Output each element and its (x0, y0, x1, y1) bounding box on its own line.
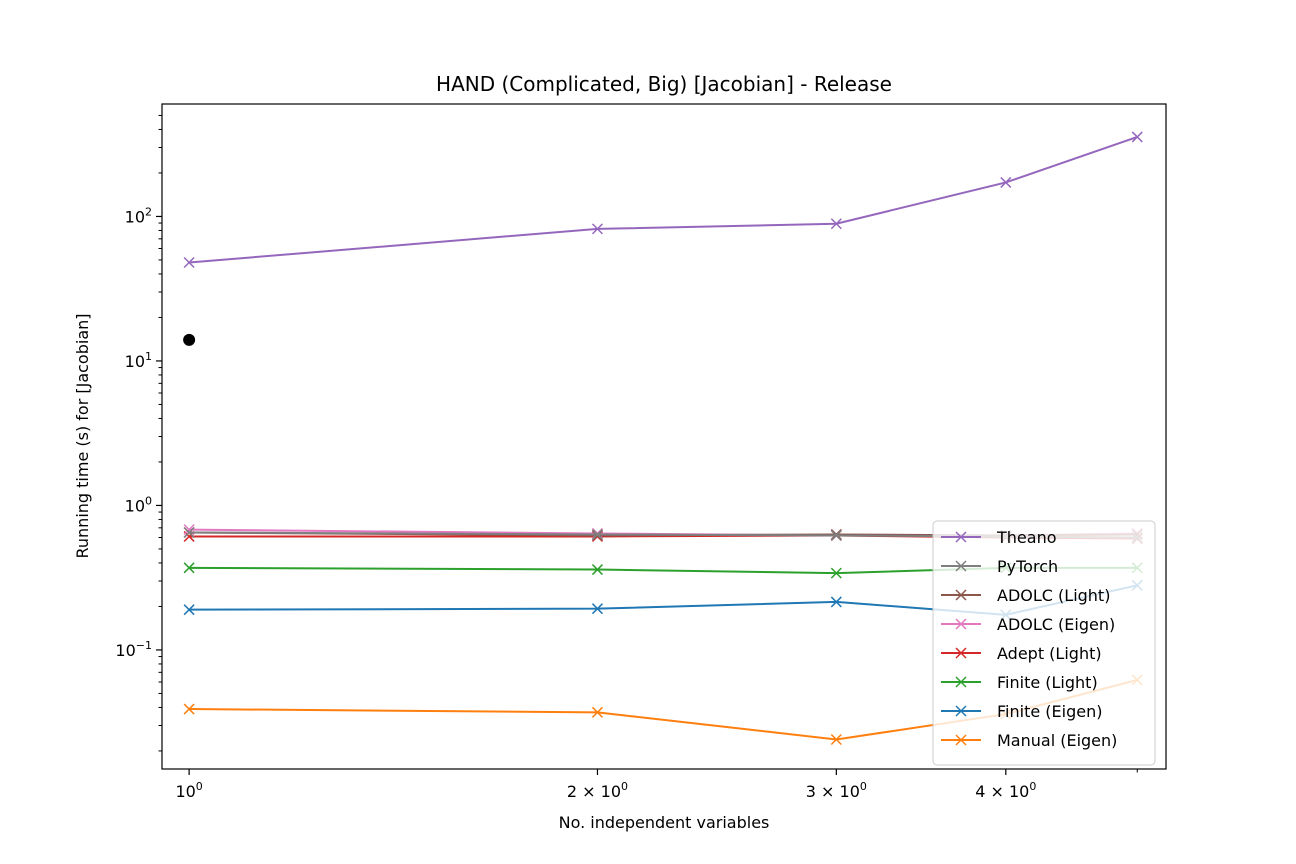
legend-item: Theano (941, 528, 1057, 547)
x-tick-label: 2 × 100 (567, 780, 628, 801)
legend: Theano PyTorch ADOLC (Light) ADOLC (Eigen) A… (932, 520, 1156, 766)
series-theano (183, 131, 1143, 269)
legend-item: ADOLC (Eigen) (941, 615, 1115, 634)
data-point (1131, 131, 1143, 143)
y-tick-label: 101 (125, 350, 152, 371)
legend-label: Finite (Light) (997, 673, 1098, 692)
legend-label: ADOLC (Eigen) (997, 615, 1115, 634)
data-point (830, 596, 842, 608)
legend-label: Finite (Eigen) (997, 702, 1102, 721)
y-axis-title: Running time (s) for [Jacobian] (73, 313, 92, 558)
data-point (1000, 176, 1012, 188)
legend-item: Finite (Light) (941, 673, 1098, 692)
legend-box (932, 520, 1156, 766)
extra-data-point (183, 333, 196, 346)
x-axis-title: No. independent variables (559, 813, 770, 832)
legend-label: Theano (996, 528, 1057, 547)
legend-label: ADOLC (Light) (997, 586, 1110, 605)
data-point (591, 603, 603, 615)
data-point (183, 562, 195, 574)
y-tick-label: 102 (125, 205, 152, 226)
legend-item: Finite (Eigen) (941, 702, 1102, 721)
data-point (830, 218, 842, 230)
data-point (183, 604, 195, 616)
x-tick-label: 3 × 100 (806, 780, 867, 801)
x-tick-label: 100 (175, 780, 202, 801)
chart-title: HAND (Complicated, Big) [Jacobian] - Rel… (436, 72, 892, 96)
legend-item: Adept (Light) (941, 644, 1102, 663)
legend-marker (955, 560, 967, 572)
data-point (591, 223, 603, 235)
legend-label: Adept (Light) (997, 644, 1102, 663)
x-tick-label: 4 × 100 (975, 780, 1036, 801)
y-tick-label: 10−1 (115, 639, 152, 660)
data-point (183, 526, 195, 539)
data-point (591, 706, 603, 718)
legend-marker (955, 734, 967, 746)
legend-marker (955, 676, 967, 688)
data-point (183, 703, 195, 715)
legend-label: Manual (Eigen) (997, 731, 1117, 750)
data-point (591, 564, 603, 576)
y-axis: 10−1 100 101 102 (115, 114, 162, 752)
legend-item: ADOLC (Light) (941, 586, 1110, 605)
data-point (830, 733, 842, 746)
data-point (591, 528, 603, 540)
legend-marker (955, 589, 967, 601)
legend-marker (955, 531, 967, 543)
legend-marker (955, 705, 967, 717)
legend-label: PyTorch (997, 557, 1058, 576)
data-point (830, 529, 842, 541)
data-point (183, 256, 195, 269)
legend-marker (955, 618, 967, 630)
y-tick-label: 100 (125, 494, 152, 515)
data-point (830, 567, 842, 579)
legend-item: PyTorch (941, 557, 1058, 576)
legend-marker (955, 647, 967, 659)
legend-item: Manual (Eigen) (941, 731, 1117, 750)
x-axis: 100 2 × 100 3 × 100 4 × 100 (175, 769, 1138, 801)
